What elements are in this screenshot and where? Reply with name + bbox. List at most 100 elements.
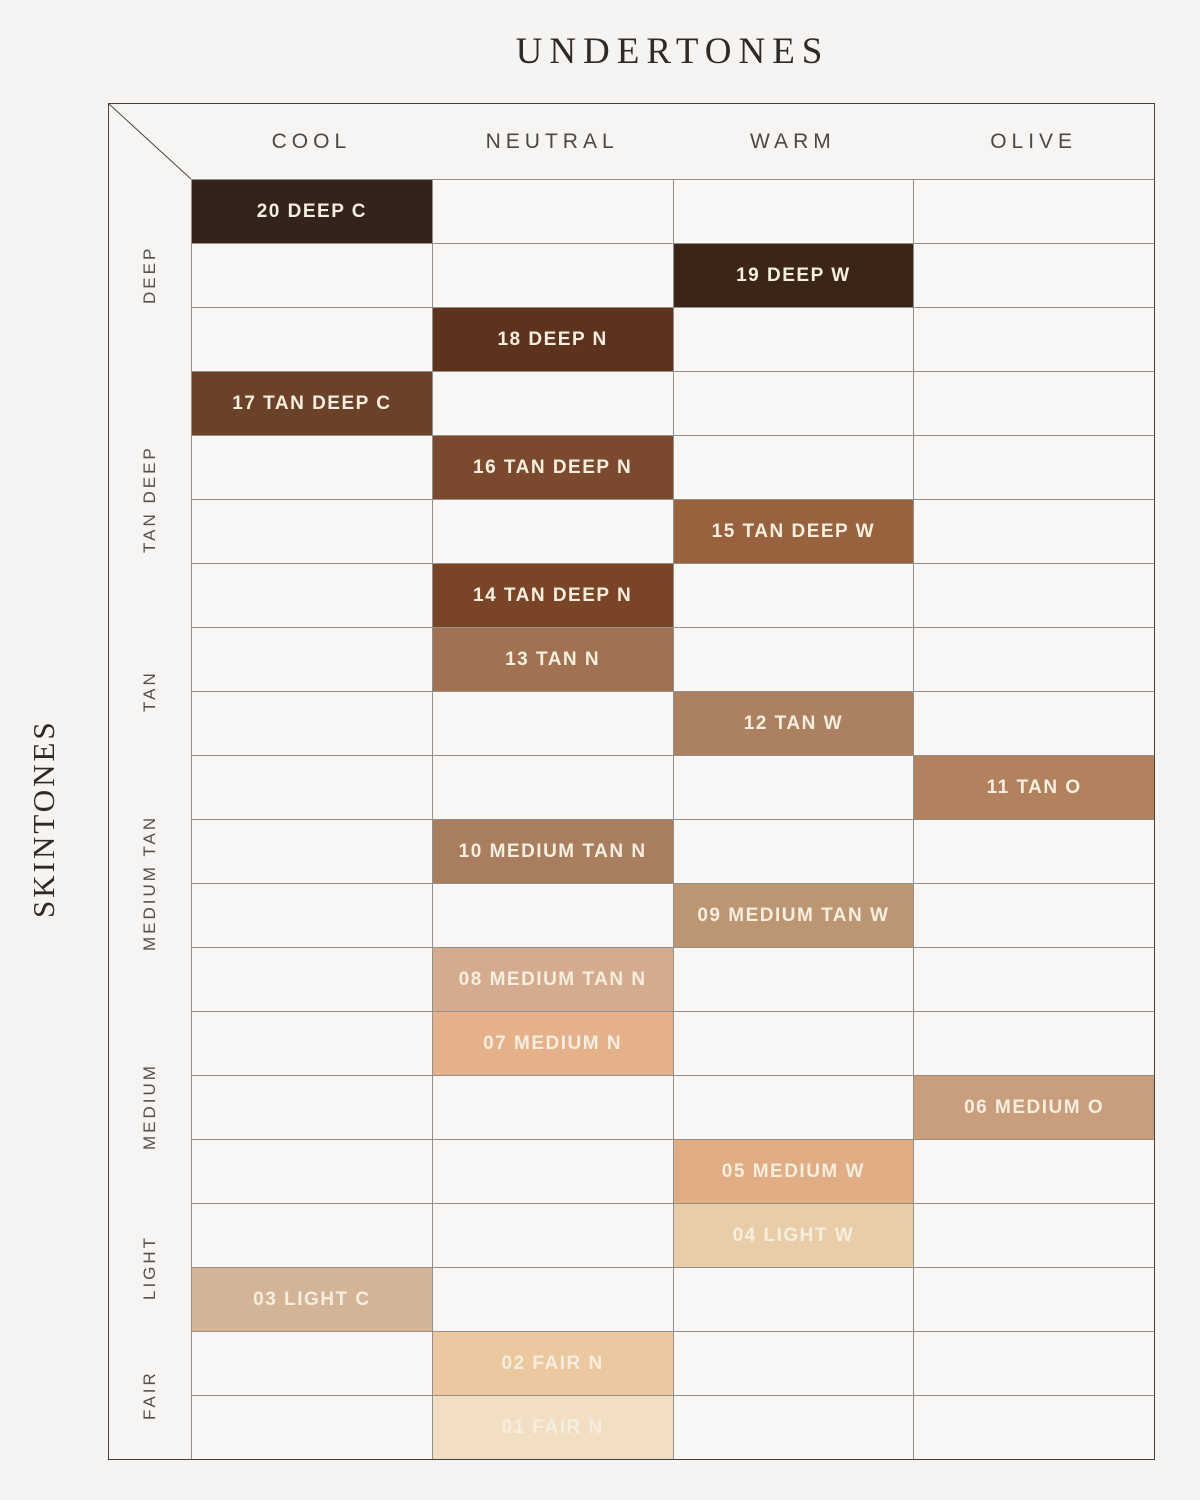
empty-cell	[192, 500, 432, 563]
empty-cell	[673, 1268, 914, 1331]
empty-cell	[192, 1204, 432, 1267]
row-group-tan-deep: TAN DEEP	[140, 445, 159, 553]
empty-cell	[192, 1396, 432, 1459]
shade-matrix: COOL NEUTRAL WARM OLIVE DEEP TAN DEEP TA…	[108, 103, 1155, 1460]
shade-label: 08 MEDIUM TAN N	[458, 968, 647, 990]
diagonal-divider-line	[109, 104, 191, 179]
empty-cell	[673, 1076, 914, 1139]
row-group-medium: MEDIUM	[140, 1063, 159, 1151]
empty-cell	[432, 372, 673, 435]
empty-cell	[192, 1140, 432, 1203]
side-axis-title: SKINTONES	[26, 719, 61, 919]
empty-cell	[914, 244, 1154, 307]
empty-cell	[432, 1268, 673, 1331]
skintone-group-labels: DEEP TAN DEEP TAN MEDIUM TAN MEDIUM LIGH…	[109, 179, 191, 1459]
shade-cell-20-deep-c: 20 DEEP C	[192, 180, 432, 243]
empty-cell	[914, 948, 1154, 1011]
column-header-warm: WARM	[750, 129, 836, 153]
row-group-fair: FAIR	[140, 1370, 159, 1420]
empty-cell	[432, 1076, 673, 1139]
empty-cell	[914, 564, 1154, 627]
shade-cell-06-medium-o: 06 MEDIUM O	[914, 1076, 1154, 1139]
empty-cell	[914, 628, 1154, 691]
empty-cell	[192, 244, 432, 307]
empty-cell	[914, 1332, 1154, 1395]
empty-cell	[673, 756, 914, 819]
shade-label: 20 DEEP C	[256, 200, 368, 222]
empty-cell	[673, 564, 914, 627]
shade-label: 10 MEDIUM TAN N	[458, 840, 647, 862]
empty-cell	[192, 948, 432, 1011]
matrix-body: DEEP TAN DEEP TAN MEDIUM TAN MEDIUM LIGH…	[109, 179, 1154, 1459]
empty-cell	[192, 564, 432, 627]
shade-label: 12 TAN W	[743, 712, 843, 734]
shade-label: 17 TAN DEEP C	[232, 392, 392, 414]
empty-cell	[914, 884, 1154, 947]
shade-label: 19 DEEP W	[736, 264, 851, 286]
row-group-tan: TAN	[140, 670, 159, 712]
empty-cell	[192, 436, 432, 499]
shade-label: 14 TAN DEEP N	[473, 584, 633, 606]
empty-cell	[914, 820, 1154, 883]
shade-cell-18-deep-n: 18 DEEP N	[432, 308, 673, 371]
shade-cell-09-medium-tan-w: 09 MEDIUM TAN W	[673, 884, 914, 947]
empty-cell	[914, 1204, 1154, 1267]
column-header-olive: OLIVE	[990, 129, 1078, 153]
empty-cell	[432, 884, 673, 947]
shade-label: 02 FAIR N	[501, 1352, 604, 1374]
shade-cell-05-medium-w: 05 MEDIUM W	[673, 1140, 914, 1203]
undertone-header-row: COOL NEUTRAL WARM OLIVE	[109, 104, 1154, 179]
shade-cell-07-medium-n: 07 MEDIUM N	[432, 1012, 673, 1075]
shade-label: 07 MEDIUM N	[483, 1032, 623, 1054]
shade-cell-08-medium-tan-n: 08 MEDIUM TAN N	[432, 948, 673, 1011]
page-title: UNDERTONES	[515, 31, 830, 72]
empty-cell	[432, 1204, 673, 1267]
empty-cell	[914, 1396, 1154, 1459]
shade-label: 09 MEDIUM TAN W	[697, 904, 890, 926]
empty-cell	[914, 372, 1154, 435]
empty-cell	[914, 308, 1154, 371]
empty-cell	[192, 628, 432, 691]
empty-cell	[673, 372, 914, 435]
shade-cell-10-medium-tan-n: 10 MEDIUM TAN N	[432, 820, 673, 883]
empty-cell	[432, 244, 673, 307]
empty-cell	[914, 500, 1154, 563]
shade-cell-17-tan-deep-c: 17 TAN DEEP C	[192, 372, 432, 435]
empty-cell	[673, 1396, 914, 1459]
empty-cell	[432, 1140, 673, 1203]
shade-label: 04 LIGHT W	[732, 1224, 855, 1246]
empty-cell	[192, 692, 432, 755]
shade-label: 03 LIGHT C	[253, 1288, 371, 1310]
shade-label: 18 DEEP N	[497, 328, 608, 350]
shade-label: 01 FAIR N	[501, 1416, 604, 1438]
empty-cell	[192, 1076, 432, 1139]
empty-cell	[192, 308, 432, 371]
empty-cell	[673, 1012, 914, 1075]
empty-cell	[432, 500, 673, 563]
empty-cell	[914, 1268, 1154, 1331]
shade-label: 15 TAN DEEP W	[711, 520, 876, 542]
empty-cell	[673, 436, 914, 499]
shade-cell-03-light-c: 03 LIGHT C	[192, 1268, 432, 1331]
corner-cell	[109, 104, 191, 179]
shade-cell-02-fair-n: 02 FAIR N	[432, 1332, 673, 1395]
shade-cell-01-fair-n: 01 FAIR N	[432, 1396, 673, 1459]
empty-cell	[192, 1012, 432, 1075]
row-group-light: LIGHT	[140, 1234, 159, 1300]
shade-cell-16-tan-deep-n: 16 TAN DEEP N	[432, 436, 673, 499]
shade-label: 11 TAN O	[986, 776, 1082, 798]
empty-cell	[432, 692, 673, 755]
empty-cell	[914, 436, 1154, 499]
shade-label: 16 TAN DEEP N	[473, 456, 633, 478]
empty-cell	[192, 1332, 432, 1395]
row-group-deep: DEEP	[140, 245, 159, 305]
empty-cell	[673, 628, 914, 691]
empty-cell	[192, 884, 432, 947]
empty-cell	[673, 1332, 914, 1395]
empty-cell	[673, 820, 914, 883]
shade-cell-11-tan-o: 11 TAN O	[914, 756, 1154, 819]
empty-cell	[432, 180, 673, 243]
shade-cell-15-tan-deep-w: 15 TAN DEEP W	[673, 500, 914, 563]
empty-cell	[673, 948, 914, 1011]
shade-cell-04-light-w: 04 LIGHT W	[673, 1204, 914, 1267]
